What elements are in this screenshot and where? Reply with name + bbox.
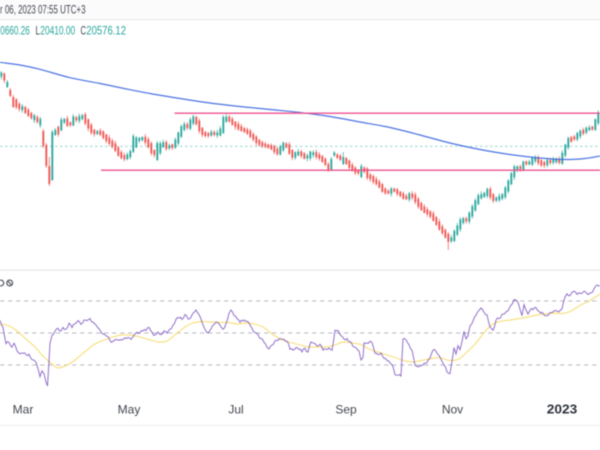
- svg-text:0660.26: 0660.26: [0, 26, 30, 38]
- svg-text:Mar: Mar: [13, 403, 34, 417]
- svg-text:C: C: [81, 26, 87, 38]
- svg-text:20576.12: 20576.12: [86, 26, 126, 38]
- svg-text:L: L: [36, 26, 41, 38]
- svg-text:20410.00: 20410.00: [40, 26, 75, 38]
- svg-text:May: May: [118, 403, 141, 417]
- svg-text:Sep: Sep: [335, 403, 357, 417]
- svg-text:r 06, 2023 07:55 UTC+3: r 06, 2023 07:55 UTC+3: [0, 5, 86, 17]
- svg-text:Nov: Nov: [442, 403, 463, 417]
- svg-text:2023: 2023: [547, 403, 578, 417]
- svg-text:Jul: Jul: [228, 403, 243, 417]
